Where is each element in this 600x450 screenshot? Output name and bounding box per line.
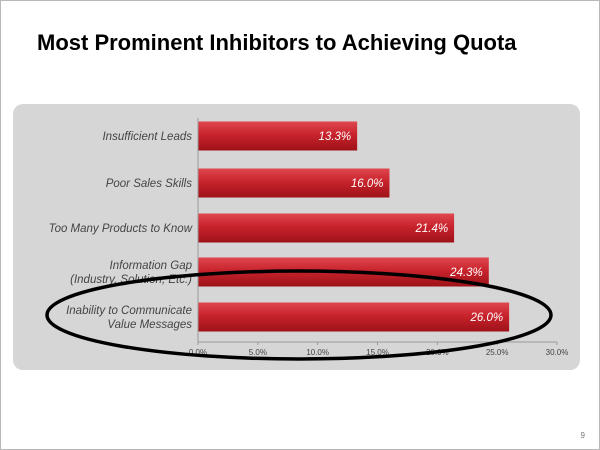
bar-data-label: 21.4% (414, 223, 448, 235)
category-label: Too Many Products to Know (49, 223, 193, 235)
category-label: Value Messages (107, 319, 192, 331)
bar-data-label: 24.3% (449, 267, 483, 279)
category-label: Information Gap (110, 260, 193, 272)
bar-data-label: 26.0% (470, 312, 504, 324)
bar (198, 213, 455, 243)
x-tick-label: 5.0% (249, 348, 267, 357)
page-number: 9 (580, 431, 585, 440)
category-label: Poor Sales Skills (106, 178, 193, 190)
x-tick-label: 15.0% (366, 348, 389, 357)
x-tick-label: 30.0% (546, 348, 569, 357)
category-label: Inability to Communicate (66, 305, 192, 317)
x-tick-label: 25.0% (486, 348, 509, 357)
slide-title: Most Prominent Inhibitors to Achieving Q… (37, 30, 517, 55)
bar (198, 168, 390, 198)
x-tick-label: 0.0% (189, 348, 207, 357)
bar-data-label: 13.3% (319, 131, 352, 143)
bar (198, 302, 510, 332)
category-label: Insufficient Leads (102, 131, 192, 143)
bar-data-label: 16.0% (351, 178, 384, 190)
highlight-ellipse (45, 269, 553, 361)
bar (198, 121, 358, 151)
x-tick-label: 10.0% (306, 348, 329, 357)
